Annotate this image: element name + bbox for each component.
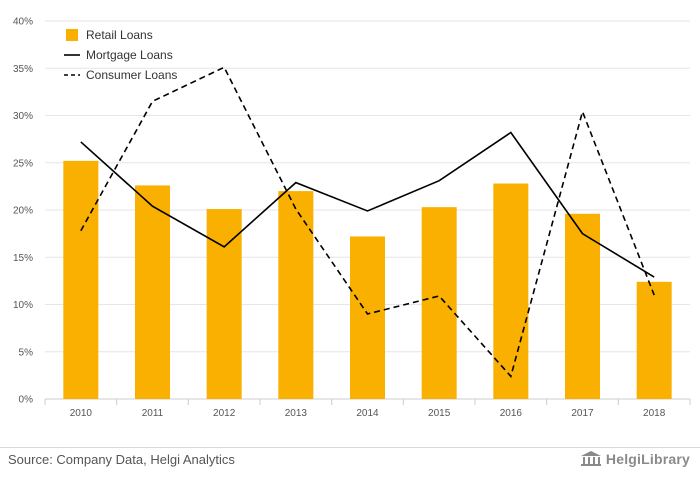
y-tick-label: 40% [13, 17, 33, 28]
helgi-library-logo[interactable]: HelgiLibrary [580, 451, 690, 467]
y-axis: 0% 5% 10% 15% 20% 25% 30% 35% 40% [13, 17, 33, 406]
y-tick-label: 25% [13, 158, 33, 169]
source-note: Source: Company Data, Helgi Analytics [8, 452, 235, 467]
x-tick-label: 2011 [142, 408, 164, 419]
bar-series [63, 161, 671, 399]
bar-2010 [63, 161, 98, 399]
x-tick-label: 2014 [356, 408, 379, 419]
bar-2015 [422, 207, 457, 399]
x-tick-label: 2016 [500, 408, 523, 419]
legend-swatch-bar [66, 29, 78, 41]
x-tick-label: 2012 [213, 408, 236, 419]
x-tick-label: 2015 [428, 408, 451, 419]
x-tick-label: 2017 [571, 408, 594, 419]
bar-2013 [278, 191, 313, 399]
y-tick-label: 15% [13, 253, 33, 264]
bar-2014 [350, 236, 385, 399]
x-axis: 2010 2011 2012 2013 2014 2015 2016 2017 2018 [45, 399, 690, 419]
bar-2016 [493, 184, 528, 399]
legend: Retail Loans Mortgage Loans Consumer Loans [64, 28, 177, 82]
y-tick-label: 10% [13, 300, 33, 311]
x-tick-label: 2013 [285, 408, 308, 419]
bar-2018 [637, 282, 672, 399]
library-building-icon [580, 451, 602, 467]
y-tick-label: 5% [19, 347, 34, 358]
x-tick-label: 2018 [643, 408, 666, 419]
bar-2011 [135, 185, 170, 399]
y-tick-label: 0% [19, 395, 34, 406]
y-tick-label: 30% [13, 111, 33, 122]
legend-label: Consumer Loans [86, 68, 177, 82]
y-tick-label: 35% [13, 64, 33, 75]
x-tick-label: 2010 [70, 408, 93, 419]
legend-label: Mortgage Loans [86, 48, 173, 62]
footer: Source: Company Data, Helgi Analytics He… [0, 447, 700, 484]
y-tick-label: 20% [13, 206, 33, 217]
bar-2012 [207, 209, 242, 399]
logo-text: HelgiLibrary [606, 451, 690, 467]
legend-label: Retail Loans [86, 28, 153, 42]
